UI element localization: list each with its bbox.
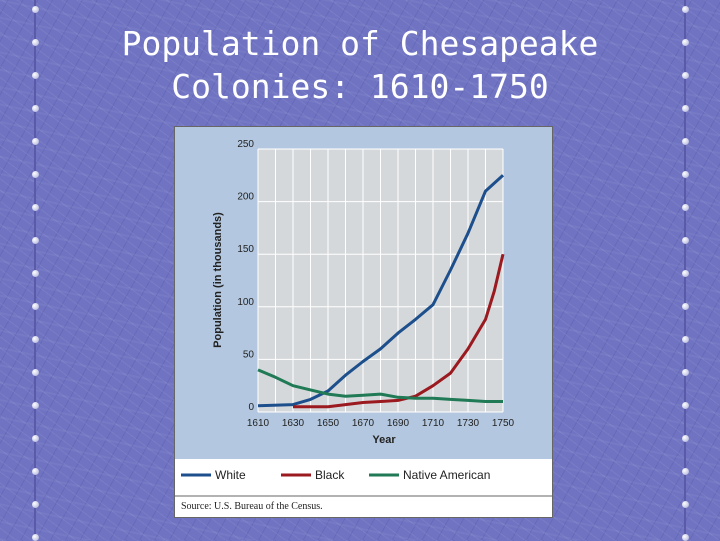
- y-tick-label: 0: [248, 402, 254, 413]
- tick-labels: 0 50 100 150 200 250 1610 1630 1650 1670 1690 1710 1…: [237, 139, 514, 429]
- chart-figure: 0 50 100 150 200 250 1610 1630 1650 1670 1690 1710 1…: [174, 126, 553, 518]
- border-dot: [31, 237, 39, 244]
- legend-label-white: White: [215, 468, 246, 482]
- border-dot: [681, 303, 689, 310]
- border-dot: [31, 138, 39, 145]
- border-dot: [681, 270, 689, 277]
- border-dot: [681, 6, 689, 13]
- y-axis-label: Population (in thousands): [212, 212, 224, 348]
- border-dot: [31, 105, 39, 112]
- border-dot: [681, 468, 689, 475]
- y-tick-label: 250: [237, 139, 254, 150]
- border-dot: [681, 204, 689, 211]
- x-tick-label: 1670: [352, 418, 375, 429]
- border-dot: [681, 336, 689, 343]
- series-lines: [257, 174, 505, 409]
- border-dot: [31, 501, 39, 508]
- border-dot: [681, 369, 689, 376]
- series-line-black: [293, 253, 505, 409]
- title-line-1: Population of Chesapeake: [121, 24, 599, 63]
- border-dot: [681, 138, 689, 145]
- source-note: Source: U.S. Bureau of the Census.: [181, 501, 323, 512]
- border-dot: [31, 39, 39, 46]
- border-dot: [31, 171, 39, 178]
- x-tick-label: 1630: [282, 418, 305, 429]
- border-dot: [31, 303, 39, 310]
- x-tick-label: 1710: [422, 418, 445, 429]
- slide-title: Population of Chesapeake Colonies: 1610-…: [0, 22, 720, 108]
- border-dot: [681, 402, 689, 409]
- y-tick-label: 100: [237, 297, 254, 308]
- border-dot: [31, 6, 39, 13]
- border-dot: [31, 72, 39, 79]
- legend-label-native-american: Native American: [403, 468, 490, 482]
- border-dot: [31, 369, 39, 376]
- y-tick-label: 200: [237, 192, 254, 203]
- x-tick-label: 1730: [457, 418, 480, 429]
- grid-lines: [257, 148, 504, 413]
- x-tick-label: 1650: [317, 418, 340, 429]
- x-tick-label: 1690: [387, 418, 410, 429]
- title-line-2: Colonies: 1610-1750: [171, 67, 549, 106]
- border-dot: [681, 39, 689, 46]
- border-dot: [681, 435, 689, 442]
- border-dot: [681, 72, 689, 79]
- border-dot: [681, 501, 689, 508]
- border-dot: [31, 270, 39, 277]
- border-dot: [31, 204, 39, 211]
- y-tick-label: 50: [243, 349, 255, 360]
- border-dot: [31, 468, 39, 475]
- series-line-native-american: [257, 368, 503, 403]
- border-dot: [31, 534, 39, 541]
- border-dot: [681, 237, 689, 244]
- y-tick-label: 150: [237, 244, 254, 255]
- x-tick-label: 1750: [492, 418, 515, 429]
- border-dot: [681, 534, 689, 541]
- x-tick-label: 1610: [247, 418, 270, 429]
- border-dot: [31, 435, 39, 442]
- border-dot: [31, 336, 39, 343]
- series-line-white: [257, 174, 505, 408]
- border-dot: [681, 171, 689, 178]
- legend-label-black: Black: [315, 468, 345, 482]
- border-dot: [681, 105, 689, 112]
- legend: White Black Native American: [181, 468, 490, 482]
- x-axis-label: Year: [372, 434, 396, 446]
- border-dot: [31, 402, 39, 409]
- population-chart: 0 50 100 150 200 250 1610 1630 1650 1670 1690 1710 1…: [175, 127, 552, 512]
